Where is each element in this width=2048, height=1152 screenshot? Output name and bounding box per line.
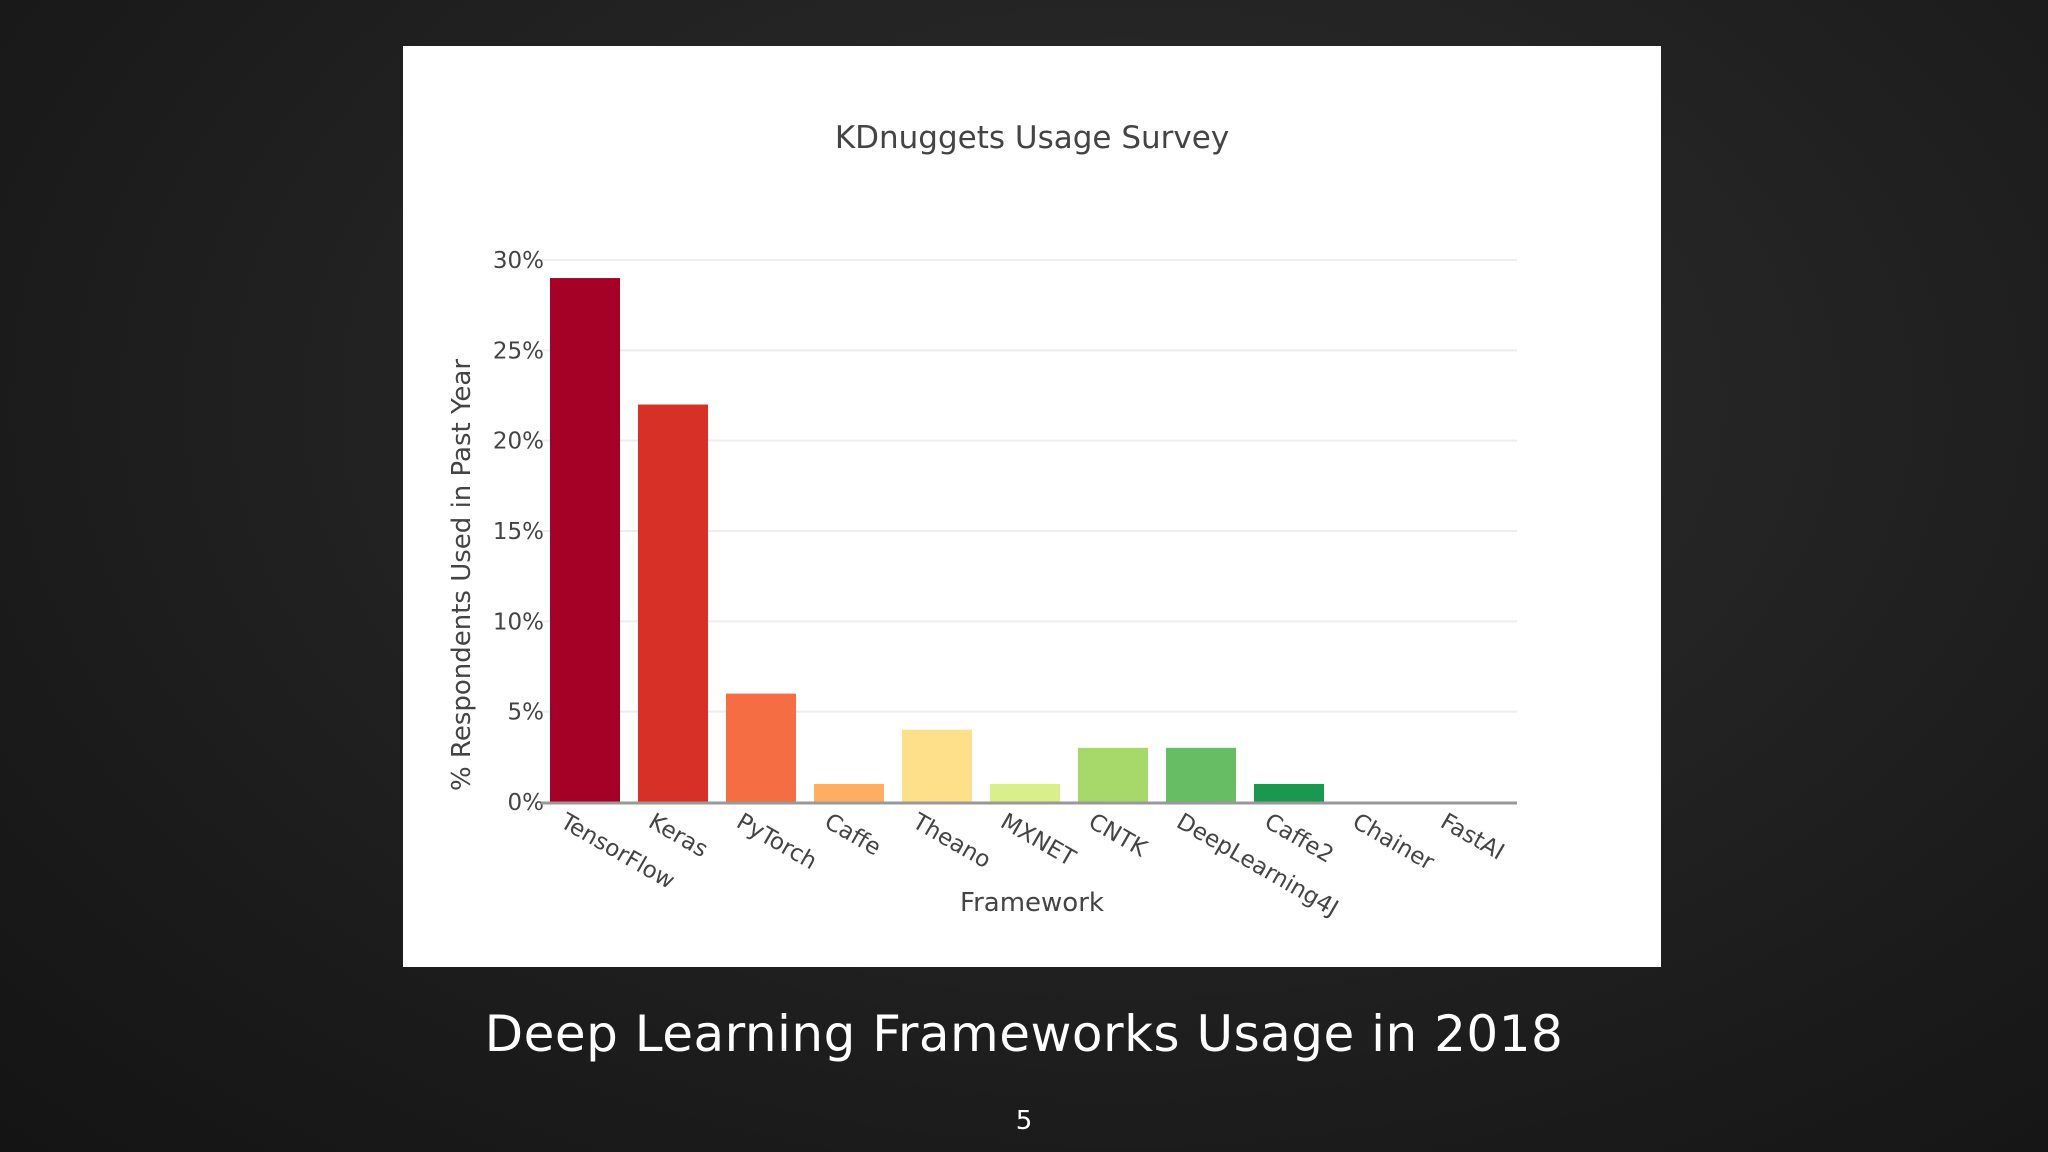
bar-deeplearning4j: [1166, 747, 1236, 802]
x-tick-label: FastAI: [1436, 809, 1509, 866]
y-axis-title: % Respondents Used in Past Year: [447, 359, 477, 791]
x-tick-label: Theano: [907, 808, 995, 874]
bar-theano: [902, 729, 972, 802]
x-tick-label: Chainer: [1348, 809, 1439, 876]
y-tick-label: 25%: [493, 338, 544, 364]
y-tick-label: 15%: [493, 519, 544, 545]
slide-title: Deep Learning Frameworks Usage in 2018: [484, 1005, 1564, 1063]
y-tick-label: 20%: [493, 429, 544, 455]
x-tick-label: PyTorch: [732, 809, 821, 875]
y-tick-label: 30%: [493, 248, 544, 274]
y-tick-label: 5%: [508, 700, 545, 726]
x-tick-label: CNTK: [1084, 809, 1152, 863]
y-tick-label: 10%: [493, 609, 544, 635]
x-tick-label: MXNET: [996, 809, 1080, 873]
chart-card: KDnuggets Usage Survey 0% 5% 10% 15% 20% 25% 3…: [403, 46, 1661, 967]
x-axis-title: Framework: [960, 888, 1104, 918]
bar-pytorch: [726, 693, 796, 802]
x-tick-label: Keras: [644, 809, 712, 863]
slide-number: 5: [1015, 1106, 1033, 1136]
y-axis-ticks: 0% 5% 10% 15% 20% 25% 30%: [493, 248, 544, 816]
x-tick-label: DeepLearning4J: [1172, 809, 1343, 922]
bar-mxnet: [990, 783, 1060, 802]
bars: [550, 278, 1324, 802]
bar-cntk: [1078, 747, 1148, 802]
bar-caffe2: [1254, 783, 1324, 802]
bar-chart: KDnuggets Usage Survey 0% 5% 10% 15% 20% 25% 3…: [447, 120, 1517, 922]
bar-tensorflow: [550, 278, 620, 802]
y-tick-label: 0%: [508, 790, 545, 816]
x-tick-label: Caffe: [820, 809, 885, 862]
chart-title: KDnuggets Usage Survey: [835, 120, 1229, 156]
bar-keras: [638, 404, 708, 802]
bar-caffe: [814, 783, 884, 802]
